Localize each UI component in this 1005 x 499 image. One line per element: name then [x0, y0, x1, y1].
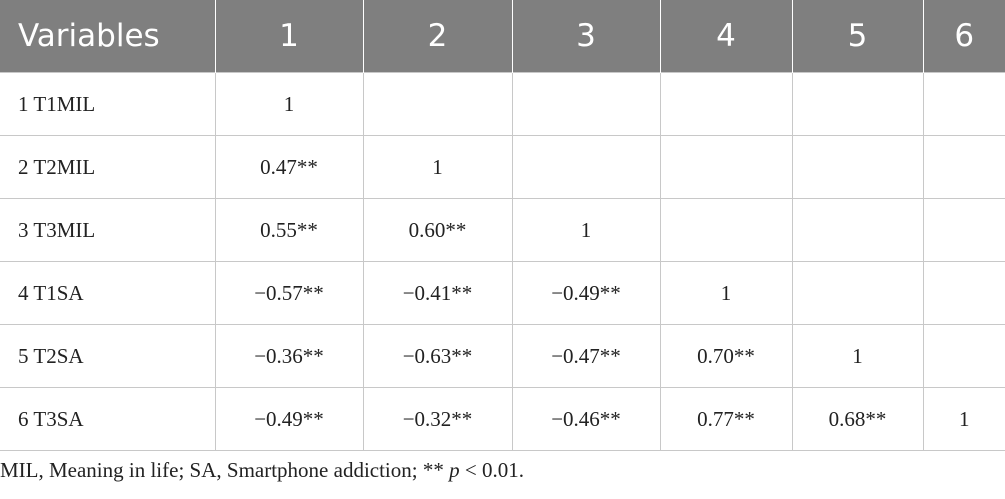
table-cell: −0.47**	[511, 324, 661, 388]
column-header: 6	[922, 0, 1005, 73]
table-cell: −0.57**	[214, 261, 364, 325]
empty-cell	[922, 261, 1005, 325]
table-cell: 0.47**	[214, 135, 364, 199]
table-cell: 1	[511, 198, 661, 262]
table-row: 5 T2SA −0.36** −0.63** −0.47** 0.70** 1	[0, 324, 1005, 388]
empty-cell	[791, 72, 924, 136]
empty-cell	[791, 198, 924, 262]
table-cell: 1	[922, 387, 1005, 451]
footnote-text: MIL, Meaning in life; SA, Smartphone add…	[0, 458, 444, 482]
table-cell: −0.63**	[362, 324, 513, 388]
row-label: 4 T1SA	[0, 261, 216, 325]
empty-cell	[922, 72, 1005, 136]
table-cell: 0.60**	[362, 198, 513, 262]
empty-cell	[659, 72, 793, 136]
empty-cell	[659, 135, 793, 199]
row-label: 6 T3SA	[0, 387, 216, 451]
table-row: 3 T3MIL 0.55** 0.60** 1	[0, 198, 1005, 262]
footnote-italic: p	[449, 458, 460, 482]
table-cell: 0.70**	[659, 324, 793, 388]
header-row: Variables 1 2 3 4 5 6	[0, 0, 1005, 73]
table-cell: −0.49**	[511, 261, 661, 325]
table-cell: −0.41**	[362, 261, 513, 325]
table-row: 2 T2MIL 0.47** 1	[0, 135, 1005, 199]
column-header: Variables	[0, 0, 215, 73]
empty-cell	[791, 135, 924, 199]
column-header: 5	[791, 0, 923, 73]
table-row: 4 T1SA −0.57** −0.41** −0.49** 1	[0, 261, 1005, 325]
table-body: 1 T1MIL 1 2 T2MIL 0.47** 1 3 T3MIL 0.55** 0.60*…	[0, 72, 1005, 451]
table-cell: −0.32**	[362, 387, 513, 451]
column-header: 1	[214, 0, 363, 73]
table-cell: −0.49**	[214, 387, 364, 451]
row-label: 2 T2MIL	[0, 135, 216, 199]
footnote-text: < 0.01.	[464, 458, 524, 482]
table-cell: 0.68**	[791, 387, 924, 451]
row-label: 3 T3MIL	[0, 198, 216, 262]
empty-cell	[659, 198, 793, 262]
empty-cell	[922, 198, 1005, 262]
empty-cell	[922, 324, 1005, 388]
table-cell: 0.55**	[214, 198, 364, 262]
row-label: 5 T2SA	[0, 324, 216, 388]
empty-cell	[511, 135, 661, 199]
table-cell: 0.77**	[659, 387, 793, 451]
column-header: 2	[362, 0, 512, 73]
table-cell: 1	[362, 135, 513, 199]
column-header: 3	[511, 0, 660, 73]
empty-cell	[362, 72, 513, 136]
column-header: 4	[659, 0, 792, 73]
empty-cell	[791, 261, 924, 325]
table-cell: −0.46**	[511, 387, 661, 451]
table-cell: 1	[214, 72, 364, 136]
table-row: 1 T1MIL 1	[0, 72, 1005, 136]
table-row: 6 T3SA −0.49** −0.32** −0.46** 0.77** 0.68** 1	[0, 387, 1005, 451]
correlation-table: Variables 1 2 3 4 5 6 1 T1MIL 1 2 T2MIL 0.47** 1 3 …	[0, 0, 1005, 451]
footnote: MIL, Meaning in life; SA, Smartphone add…	[0, 458, 524, 483]
table-cell: −0.36**	[214, 324, 364, 388]
table-cell: 1	[659, 261, 793, 325]
table-cell: 1	[791, 324, 924, 388]
row-label: 1 T1MIL	[0, 72, 216, 136]
empty-cell	[511, 72, 661, 136]
empty-cell	[922, 135, 1005, 199]
